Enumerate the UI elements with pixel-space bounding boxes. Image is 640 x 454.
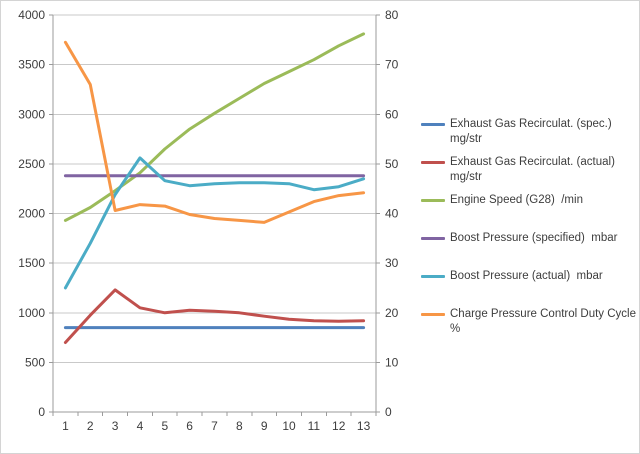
y-axis-right-label: 40: [385, 207, 399, 221]
x-axis-label: 1: [62, 419, 69, 433]
legend-line-swatch-icon: [421, 161, 445, 164]
y-axis-right-label: 20: [385, 306, 399, 320]
x-axis-label: 3: [112, 419, 119, 433]
legend-item-boost-specified: Boost Pressure (specified) mbar: [421, 231, 637, 269]
y-axis-left-label: 1000: [18, 306, 45, 320]
x-axis-label: 11: [308, 419, 321, 433]
series-line-boost-actual: [63, 156, 366, 290]
series-line-charge-duty-cycle: [63, 40, 366, 224]
y-axis-left-label: 500: [25, 355, 45, 369]
legend-line-swatch-icon: [421, 313, 445, 316]
x-axis-label: 12: [332, 419, 346, 433]
x-axis-label: 10: [282, 419, 296, 433]
y-axis-left-label: 2000: [18, 207, 45, 221]
legend-line-swatch-icon: [421, 123, 445, 126]
legend-label: Boost Pressure (specified) mbar: [450, 232, 618, 244]
legend-item-egr-specified: Exhaust Gas Recirculat. (spec.) mg/str: [421, 117, 637, 155]
y-axis-right-label: 30: [385, 256, 399, 270]
x-axis-label: 4: [137, 419, 144, 433]
y-axis-left-label: 3000: [18, 107, 45, 121]
legend-item-egr-actual: Exhaust Gas Recirculat. (actual) mg/str: [421, 155, 637, 193]
x-axis-label: 9: [261, 419, 268, 433]
y-axis-left-label: 3500: [18, 58, 45, 72]
x-axis-label: 7: [211, 419, 218, 433]
series-line-egr-actual: [63, 288, 366, 344]
y-axis-right-label: 50: [385, 157, 399, 171]
legend-line-swatch-icon: [421, 275, 445, 278]
legend-label: Exhaust Gas Recirculat. (actual) mg/str: [450, 156, 615, 183]
legend-line-swatch-icon: [421, 199, 445, 202]
y-axis-left-label: 1500: [18, 256, 45, 270]
y-axis-left-label: 2500: [18, 157, 45, 171]
x-axis-label: 8: [236, 419, 243, 433]
series-line-engine-speed: [63, 32, 366, 222]
chart-legend: Exhaust Gas Recirculat. (spec.) mg/str Ex…: [421, 117, 637, 345]
legend-item-charge-duty-cycle: Charge Pressure Control Duty Cycle %: [421, 307, 637, 345]
legend-item-boost-actual: Boost Pressure (actual) mbar: [421, 269, 637, 307]
y-axis-right-label: 80: [385, 8, 399, 22]
legend-label: Boost Pressure (actual) mbar: [450, 270, 603, 282]
y-axis-right-label: 0: [385, 405, 392, 419]
x-axis-label: 13: [357, 419, 371, 433]
y-axis-left-label: 4000: [18, 8, 45, 22]
y-axis-right-label: 60: [385, 107, 399, 121]
legend-line-swatch-icon: [421, 237, 445, 240]
x-axis-label: 2: [87, 419, 94, 433]
legend-label: Engine Speed (G28) /min: [450, 194, 583, 206]
legend-label: Charge Pressure Control Duty Cycle %: [450, 308, 636, 335]
legend-label: Exhaust Gas Recirculat. (spec.) mg/str: [450, 118, 612, 145]
x-axis-label: 5: [161, 419, 168, 433]
y-axis-right-label: 10: [385, 355, 399, 369]
y-axis-left-label: 0: [38, 405, 45, 419]
x-axis-label: 6: [186, 419, 193, 433]
y-axis-right-label: 70: [385, 58, 399, 72]
legend-item-engine-speed: Engine Speed (G28) /min: [421, 193, 637, 231]
